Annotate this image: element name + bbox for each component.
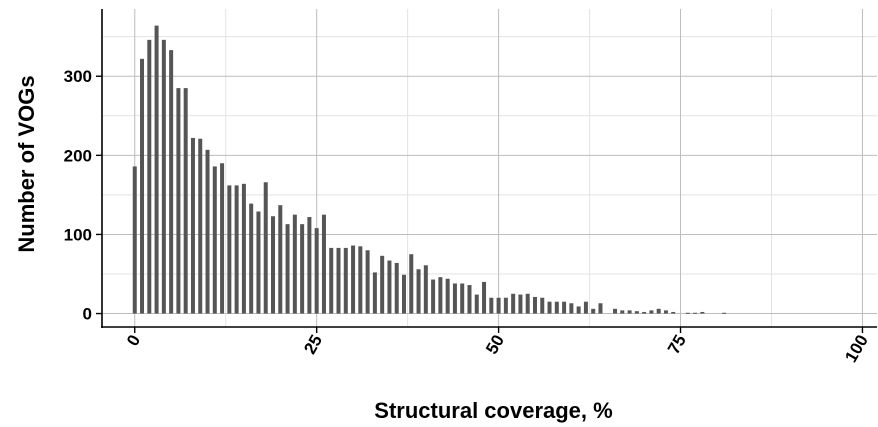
bar	[518, 294, 523, 314]
bar	[241, 183, 246, 314]
bar	[169, 50, 174, 314]
x-tick-label: 75	[664, 332, 690, 358]
bar	[591, 308, 596, 314]
bar	[183, 88, 188, 314]
bar	[722, 312, 727, 314]
bar	[525, 293, 530, 314]
bar	[198, 138, 203, 314]
y-tick-label: 100	[64, 225, 92, 244]
x-tick-label: 25	[300, 332, 326, 358]
bar	[627, 310, 632, 314]
bar	[401, 274, 406, 314]
bar	[190, 137, 195, 314]
bar	[467, 285, 472, 314]
bar	[496, 297, 501, 314]
bar	[431, 279, 436, 314]
bar	[343, 247, 348, 314]
bar	[212, 166, 217, 314]
bar	[438, 277, 443, 314]
x-tick-label: 50	[482, 332, 508, 358]
bar	[409, 254, 414, 314]
x-axis-title: Structural coverage, %	[374, 398, 612, 423]
bar	[489, 297, 494, 314]
y-tick-label: 300	[64, 67, 92, 86]
bar	[307, 217, 312, 314]
bar	[656, 308, 661, 314]
bar	[263, 182, 268, 314]
bar	[452, 283, 457, 314]
bar	[460, 283, 465, 314]
bar	[372, 272, 377, 314]
y-tick-label: 0	[83, 305, 92, 324]
bar	[554, 301, 559, 314]
bar	[380, 255, 385, 314]
bar	[562, 301, 567, 314]
bar	[387, 260, 392, 314]
bar	[671, 311, 676, 314]
x-tick-label: 0	[123, 332, 144, 350]
bar	[583, 301, 588, 314]
bars	[132, 25, 727, 314]
bar	[445, 278, 450, 314]
bar	[234, 185, 239, 314]
bar	[278, 205, 283, 314]
bar	[358, 246, 363, 314]
bar	[161, 39, 166, 314]
bar	[220, 163, 225, 314]
bar	[649, 310, 654, 314]
bar	[314, 228, 319, 314]
bar	[576, 306, 581, 314]
bar	[329, 247, 334, 314]
bar	[336, 247, 341, 314]
bar	[540, 297, 545, 314]
bar	[205, 149, 210, 314]
bar	[227, 185, 232, 314]
bar	[613, 308, 618, 314]
bar	[634, 311, 639, 314]
x-tick-label: 100	[841, 332, 872, 366]
bar	[598, 303, 603, 314]
bar	[300, 224, 305, 314]
bar	[532, 296, 537, 314]
bar	[176, 88, 181, 314]
bar	[620, 310, 625, 314]
bar	[292, 214, 297, 314]
bar	[474, 294, 479, 314]
y-axis-title: Number of VOGs	[14, 75, 39, 252]
bar	[147, 39, 152, 314]
bar	[423, 265, 428, 314]
bar	[685, 312, 690, 314]
bar	[321, 214, 326, 314]
bar	[140, 58, 145, 314]
bar	[132, 166, 137, 314]
y-tick-label: 200	[64, 146, 92, 165]
bar	[416, 269, 421, 314]
bar	[511, 293, 516, 314]
bar	[482, 281, 487, 314]
bar	[547, 301, 552, 314]
bar	[569, 303, 574, 314]
bar	[256, 211, 261, 314]
bar	[154, 25, 159, 314]
bar	[693, 312, 698, 314]
bar	[394, 262, 399, 314]
gridlines	[102, 9, 877, 327]
bar	[663, 310, 668, 314]
bar	[365, 250, 370, 314]
bar	[700, 311, 705, 314]
bar	[503, 297, 508, 314]
bar	[351, 245, 356, 314]
bar	[285, 224, 290, 314]
bar	[642, 311, 647, 314]
bar	[271, 216, 276, 314]
bar	[249, 203, 254, 314]
